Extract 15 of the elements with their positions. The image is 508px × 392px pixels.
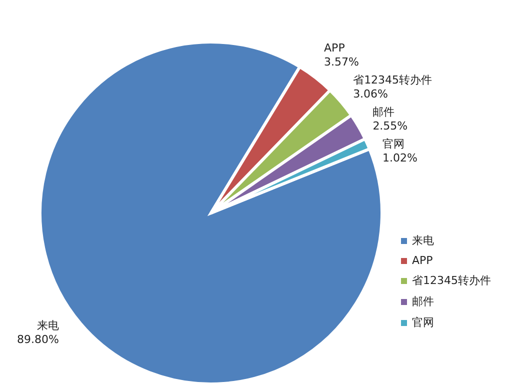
slice-label: 省12345转办件 [353,73,432,86]
legend-label: 来电 [411,233,435,248]
slice-label: APP [324,41,346,54]
slice-label: 来电 [36,318,59,332]
slice-label: 邮件 [372,105,395,118]
data-label: 3.06% [353,87,388,100]
slice-label: 官网 [382,137,405,150]
data-label: 1.02% [382,151,418,164]
legend-label: 官网 [411,315,435,330]
data-label: 2.55% [372,119,408,132]
data-label: 3.57% [324,55,359,68]
legend-label: 省12345转办件 [411,273,492,288]
legend-label: APP [411,254,434,267]
legend-label: 邮件 [411,294,435,309]
data-label: 89.80% [16,332,59,346]
